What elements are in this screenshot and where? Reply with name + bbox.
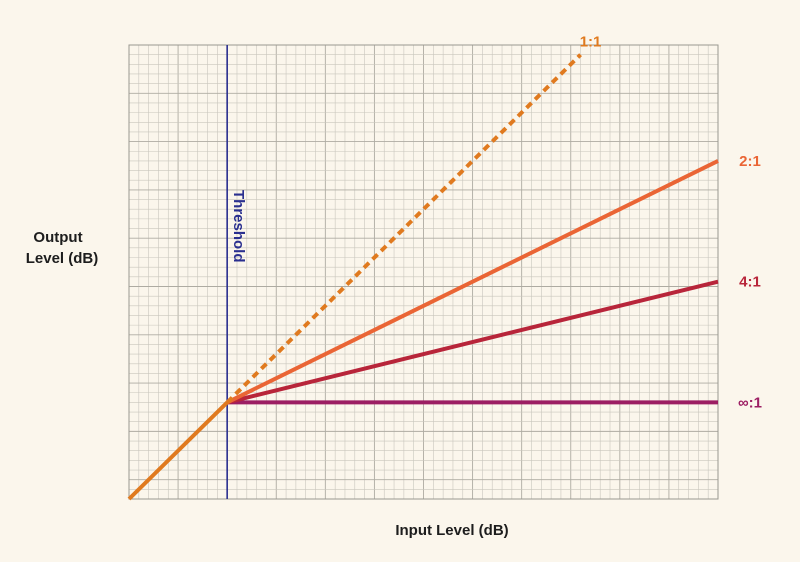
plot-border bbox=[128, 44, 719, 500]
series-label-2: 2:1 bbox=[739, 153, 761, 170]
y-axis-label-line-1: Output bbox=[33, 229, 82, 246]
series-line-2 bbox=[226, 159, 719, 405]
series-labels: 1:1 2:1 4:1 ∞:1 bbox=[580, 34, 762, 412]
threshold-label: Threshold bbox=[230, 190, 247, 263]
series-label-4: 4:1 bbox=[739, 274, 761, 291]
y-axis-label-line-2: Level (dB) bbox=[26, 250, 99, 267]
series-layer bbox=[127, 53, 719, 501]
series-line-below-threshold bbox=[127, 400, 229, 501]
plot-grid bbox=[129, 45, 718, 499]
x-axis-label: Input Level (dB) bbox=[395, 522, 508, 539]
series-label-1: 1:1 bbox=[580, 34, 602, 51]
series-label-inf: ∞:1 bbox=[738, 394, 762, 411]
series-line-4 bbox=[226, 279, 719, 405]
series-line-1 bbox=[225, 53, 582, 404]
